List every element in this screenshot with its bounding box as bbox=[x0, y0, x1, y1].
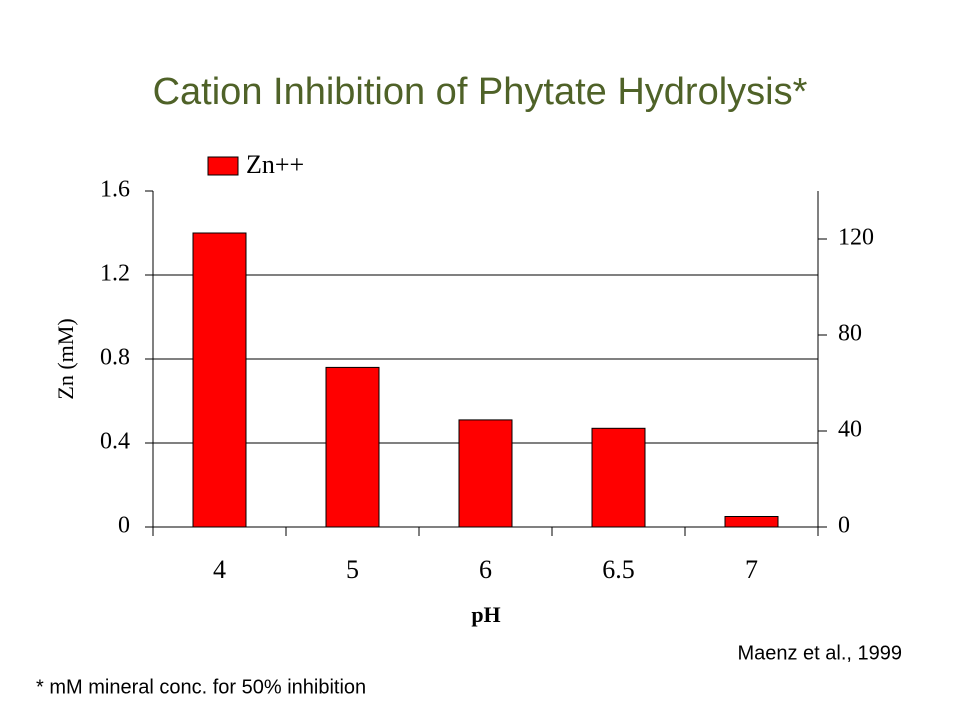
bar bbox=[724, 516, 779, 528]
y-tick-label: 0.8 bbox=[100, 345, 130, 371]
y-tick-label: 1.6 bbox=[100, 177, 130, 203]
bar bbox=[192, 232, 247, 528]
x-tick-label: 7 bbox=[745, 555, 758, 584]
y-tick-label: 1.2 bbox=[100, 261, 130, 287]
x-tick-label: 4 bbox=[213, 555, 226, 584]
slide-title: Cation Inhibition of Phytate Hydrolysis* bbox=[153, 71, 808, 113]
y-tick-label: 0.4 bbox=[100, 429, 130, 455]
y2-tick-label: 120 bbox=[838, 225, 874, 251]
chart: 0 0.4 0.8 1.2 1.6 0 40 80 120 Zn (mM) pH 4 5 6 6.5 7 Zn+… bbox=[53, 150, 874, 627]
y-tick-label: 0 bbox=[118, 513, 130, 539]
y2-tick-label: 40 bbox=[838, 417, 862, 443]
y2-tick-label: 80 bbox=[838, 321, 862, 347]
bar bbox=[325, 366, 380, 528]
citation: Maenz et al., 1999 bbox=[737, 642, 902, 664]
y-axis-label: Zn (mM) bbox=[53, 318, 78, 399]
y2-tick-label: 0 bbox=[838, 513, 850, 539]
legend-label: Zn++ bbox=[246, 150, 304, 179]
bar bbox=[458, 419, 513, 528]
x-tick-label: 6.5 bbox=[602, 555, 635, 584]
bar bbox=[591, 427, 646, 528]
footnote: * mM mineral conc. for 50% inhibition bbox=[36, 676, 366, 698]
x-tick-label: 5 bbox=[346, 555, 359, 584]
x-tick-label: 6 bbox=[479, 555, 492, 584]
x-axis-label: pH bbox=[471, 602, 500, 627]
legend-swatch bbox=[207, 156, 239, 176]
